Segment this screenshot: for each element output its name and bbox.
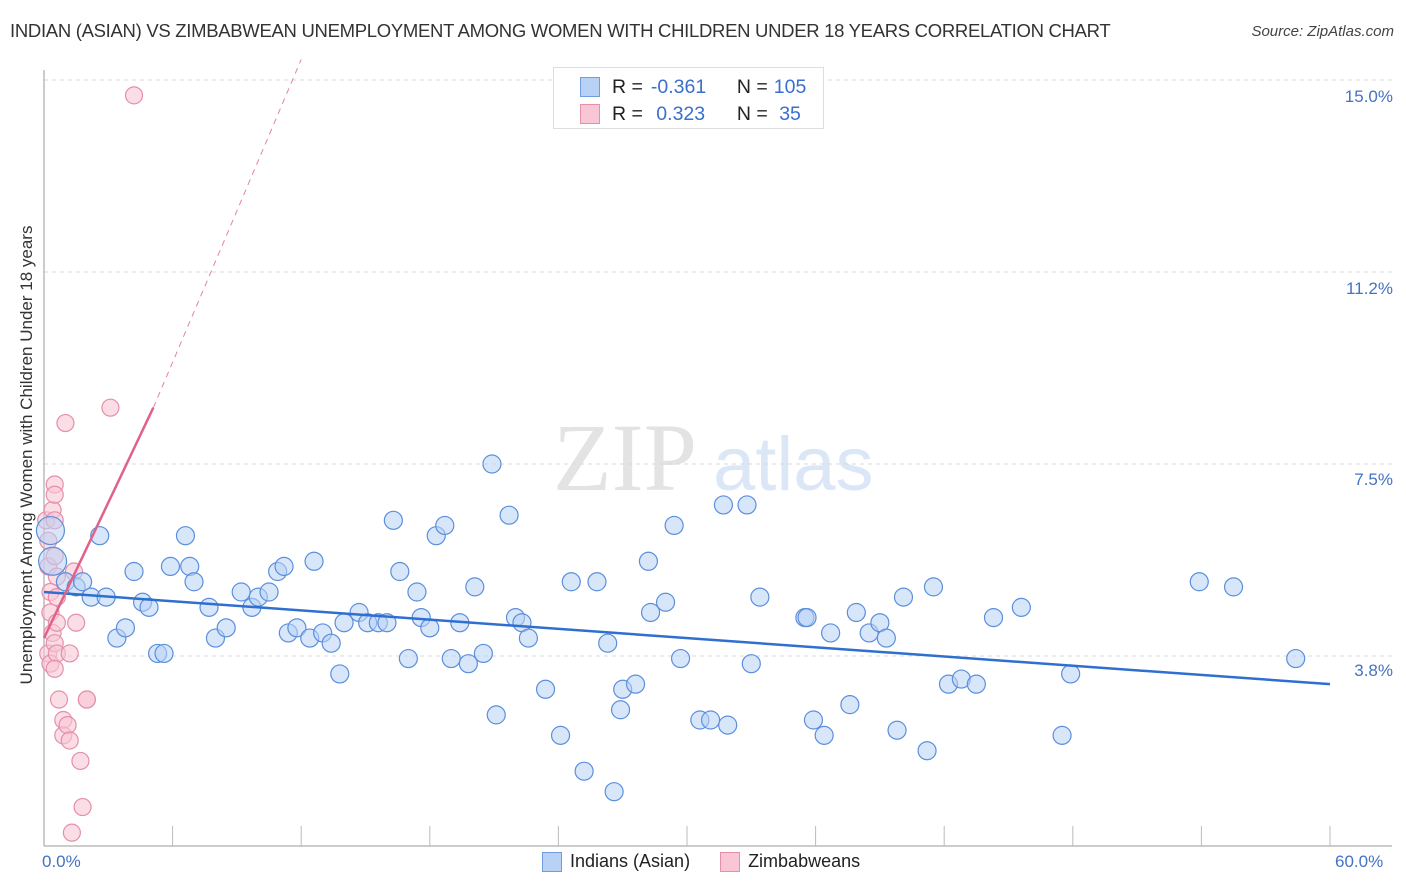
y-tick-7-5: 7.5% bbox=[1354, 470, 1393, 489]
r-value: -0.361 bbox=[650, 75, 707, 98]
x-tick-min: 0.0% bbox=[42, 852, 81, 871]
zimbabweans-swatch bbox=[720, 851, 741, 872]
r-value: 0.323 bbox=[650, 102, 706, 125]
indians-swatch bbox=[580, 77, 600, 97]
gridlines bbox=[44, 79, 1392, 657]
trend-lines bbox=[42, 59, 1331, 686]
n-value: 105 bbox=[773, 75, 807, 98]
legend-item-indians[interactable]: Indians (Asian) bbox=[542, 851, 690, 872]
legend-label: Indians (Asian) bbox=[570, 851, 691, 871]
r-label: R = bbox=[612, 102, 643, 125]
watermark-zip: ZIP bbox=[553, 404, 697, 511]
y-tick-11-2: 11.2% bbox=[1346, 279, 1393, 298]
series-legend: Indians (Asian) Zimbabweans bbox=[542, 851, 890, 872]
legend-row-zimbabweans: R = 0.323 N = 35 bbox=[580, 101, 801, 127]
n-value: 35 bbox=[773, 102, 801, 125]
y-tick-3-8: 3.8% bbox=[1354, 661, 1393, 680]
zimbabweans-swatch bbox=[580, 104, 600, 124]
legend-item-zimbabweans[interactable]: Zimbabweans bbox=[720, 851, 860, 872]
zipatlas-watermark: ZIP atlas bbox=[553, 404, 874, 511]
axes bbox=[43, 70, 1392, 847]
y-tick-15: 15.0% bbox=[1344, 87, 1393, 106]
correlation-legend: R = -0.361 N = 105 R = 0.323 N = 35 bbox=[553, 67, 824, 129]
x-tick-max: 60.0% bbox=[1335, 852, 1384, 871]
watermark-atlas: atlas bbox=[713, 422, 874, 507]
n-label: N = bbox=[736, 102, 768, 125]
legend-label: Zimbabweans bbox=[748, 851, 861, 871]
source-label: Source: ZipAtlas.com bbox=[1251, 23, 1394, 40]
chart-title: INDIAN (ASIAN) VS ZIMBABWEAN UNEMPLOYMEN… bbox=[10, 20, 1111, 41]
y-axis-label: Unemployment Among Women with Children U… bbox=[17, 225, 36, 685]
indians-points bbox=[35, 454, 1306, 802]
indians-swatch bbox=[542, 851, 562, 872]
r-label: R = bbox=[612, 75, 643, 98]
legend-row-indians: R = -0.361 N = 105 bbox=[580, 74, 806, 100]
n-label: N = bbox=[736, 75, 768, 98]
